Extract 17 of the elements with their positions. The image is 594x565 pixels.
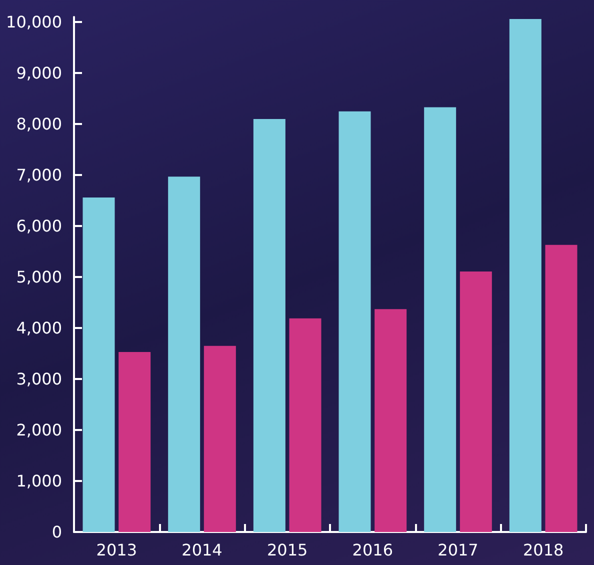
x-tick-label: 2016 — [352, 540, 394, 560]
y-tick-label: 5,000 — [16, 268, 62, 287]
x-tick-label: 2015 — [266, 540, 308, 560]
y-tick-label: 8,000 — [16, 114, 62, 134]
y-tick-label: 2,000 — [16, 420, 62, 440]
y-tick-label: 7,000 — [16, 166, 62, 185]
y-tick-label: 1,000 — [16, 472, 62, 491]
y-tick-label: 0 — [52, 522, 62, 542]
y-tick-label: 10,000 — [6, 12, 62, 32]
y-tick-label: 3,000 — [16, 370, 62, 389]
y-tick-label: 9,000 — [16, 64, 62, 83]
x-tick-label: 2014 — [182, 540, 222, 560]
x-tick-label: 2013 — [96, 540, 138, 560]
y-tick-label: 6,000 — [16, 216, 62, 236]
x-tick-label: 2018 — [522, 540, 564, 560]
y-tick-label: 4,000 — [16, 318, 62, 338]
x-tick-label: 2017 — [438, 540, 478, 560]
